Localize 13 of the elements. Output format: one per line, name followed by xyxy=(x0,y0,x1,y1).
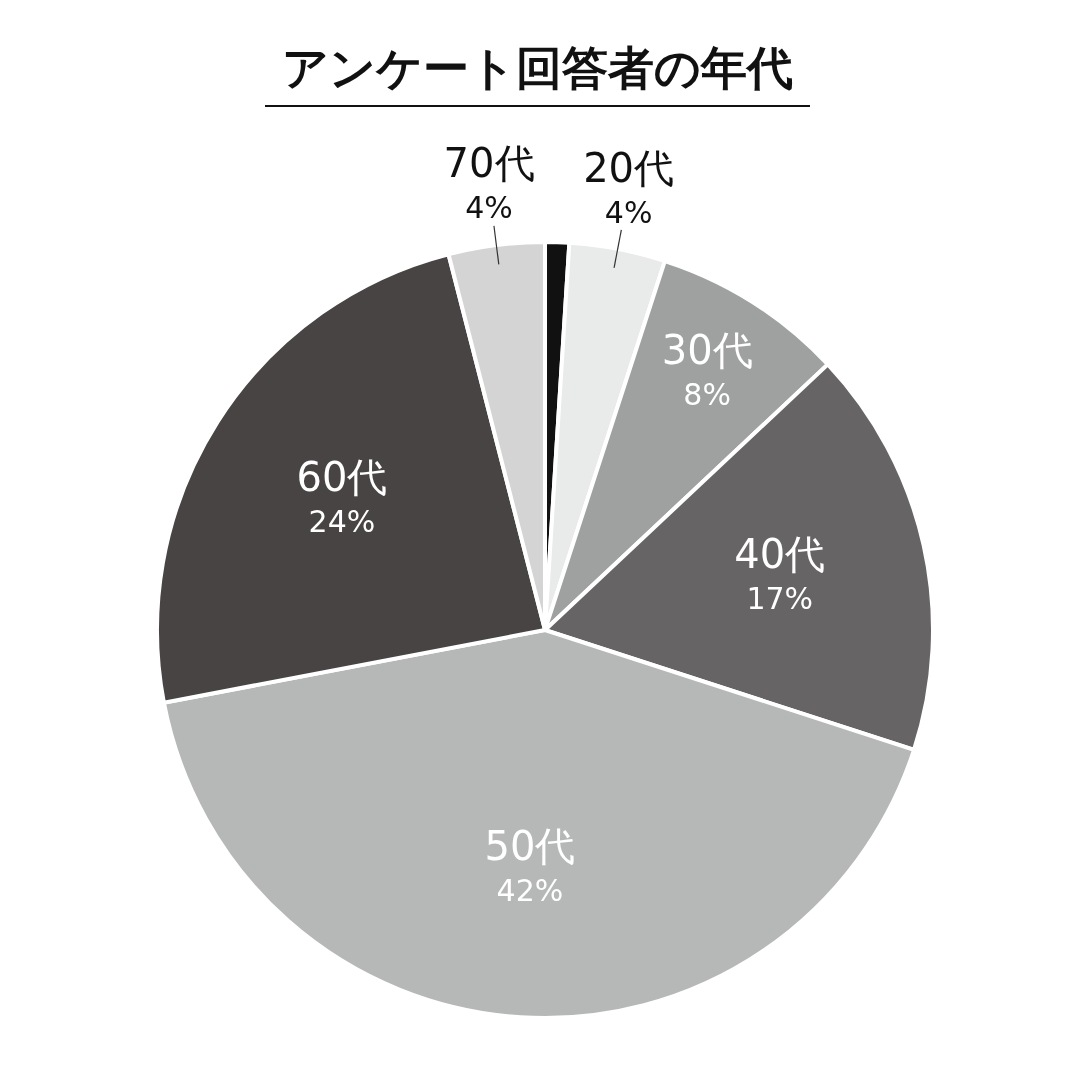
slice-label: 50代 xyxy=(484,823,576,870)
data-label: 24% xyxy=(308,504,376,540)
slice-label: 20代 xyxy=(583,144,675,191)
slice-label: 40代 xyxy=(734,530,826,577)
data-label: 4% xyxy=(465,190,513,226)
data-label: 8% xyxy=(683,377,731,413)
slice-label: 70代 xyxy=(443,140,535,187)
data-label: 4% xyxy=(604,194,653,230)
data-label: 42% xyxy=(496,873,564,909)
slice-label: 60代 xyxy=(296,454,388,501)
chart-title: アンケート回答者の年代 xyxy=(281,41,793,95)
slice-label: 30代 xyxy=(661,327,753,374)
data-label: 17% xyxy=(746,580,814,616)
